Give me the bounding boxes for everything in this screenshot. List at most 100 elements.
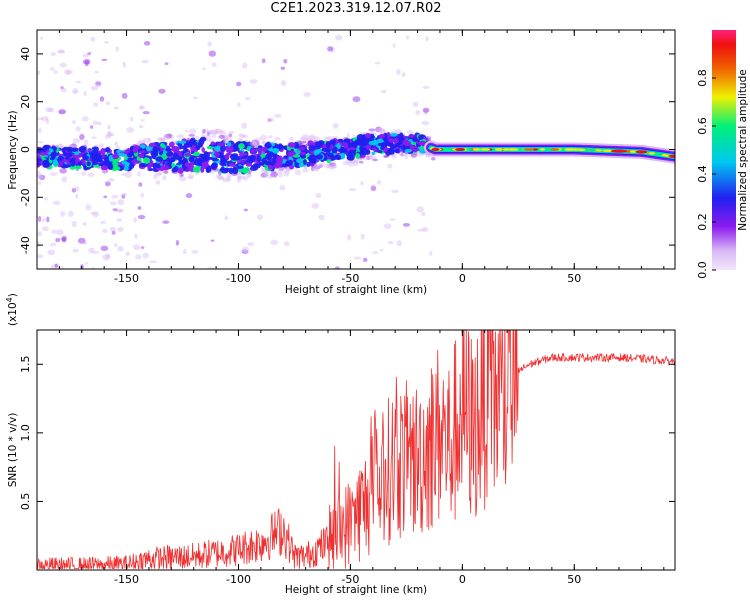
heat-cell (140, 246, 145, 249)
heat-cell (188, 134, 196, 137)
spectrogram-xlabel: Height of straight line (km) (285, 284, 427, 296)
heat-cell (77, 237, 86, 244)
heat-cell (208, 50, 217, 57)
heat-cell (167, 160, 173, 167)
heat-cell (228, 133, 233, 138)
heat-cell (99, 96, 105, 102)
heat-cell (155, 170, 162, 177)
heat-cell (202, 67, 206, 71)
heat-cell (142, 111, 150, 115)
heat-cell (38, 127, 42, 134)
heat-cell (159, 137, 166, 142)
heat-cell (95, 83, 102, 88)
heat-cell (280, 79, 287, 87)
spectrogram-ytick-label: -20 (19, 188, 32, 206)
heat-cell (101, 58, 108, 62)
heat-cell (211, 130, 219, 135)
heat-cell (298, 146, 306, 151)
heat-cell (84, 60, 90, 67)
heat-cell (59, 62, 67, 68)
heat-cell (160, 142, 165, 148)
heat-cell (255, 140, 261, 144)
heat-cell (201, 147, 205, 153)
heat-cell (75, 193, 79, 199)
heat-cell (171, 167, 176, 173)
heat-cell (210, 239, 215, 242)
colorbar-tick-label: 0.6 (696, 117, 709, 135)
heat-cell (125, 251, 131, 257)
heat-cell (368, 128, 376, 132)
heat-cell (59, 237, 63, 241)
heat-cell (376, 128, 385, 132)
heat-cell (372, 158, 379, 162)
heat-cell (349, 147, 357, 151)
heat-cell (364, 132, 371, 139)
heat-cell (172, 152, 179, 160)
snr-ticks: -150 -100 -50 0 50 0.5 1.0 1.5 (19, 330, 675, 586)
snr-frame (36, 329, 676, 571)
heat-cell (263, 171, 269, 178)
heat-band-spot (606, 149, 613, 152)
heat-cell (410, 152, 417, 158)
heat-cell (37, 254, 44, 259)
snr-ylabel: SNR (10 * v/v) (7, 413, 19, 488)
heat-cell (52, 242, 56, 247)
heat-cell (86, 161, 91, 167)
heat-cell (402, 222, 411, 227)
heat-cell (37, 70, 41, 75)
heat-cell (411, 149, 418, 153)
heat-cell (218, 129, 224, 134)
heat-cell (370, 185, 377, 192)
heat-cell (114, 141, 119, 147)
colorbar-ticks: 0.0 0.2 0.4 0.6 0.8 (696, 69, 716, 279)
heat-cell (82, 53, 90, 58)
heat-cell (81, 115, 89, 122)
heat-cell (318, 164, 324, 168)
heat-cell (294, 169, 302, 176)
heat-cell (37, 170, 42, 177)
heat-cell (265, 153, 272, 160)
heat-cell (45, 118, 50, 125)
heat-cell (375, 126, 382, 133)
heat-cell (137, 171, 141, 177)
heat-band-spot (471, 148, 482, 151)
heat-cell (223, 134, 229, 141)
heat-cell (65, 156, 70, 160)
heat-cell (155, 164, 161, 169)
heat-cell (366, 155, 371, 161)
heat-cell (193, 158, 200, 166)
heat-cell (215, 174, 223, 179)
heat-cell (287, 159, 293, 166)
heat-cell (50, 66, 55, 71)
heat-cell (237, 173, 242, 178)
heat-cell (191, 249, 199, 254)
heat-cell (88, 247, 95, 254)
heat-cell (111, 194, 119, 199)
heat-cell (243, 208, 248, 212)
heat-cell (379, 248, 384, 252)
heat-cell (302, 140, 307, 144)
heat-cell (116, 209, 124, 213)
heat-cell (396, 136, 405, 142)
heat-cell (383, 155, 389, 158)
heat-cell (37, 174, 43, 179)
heat-cell (123, 166, 129, 171)
heat-cell (74, 151, 80, 156)
heat-cell (138, 124, 144, 129)
heat-cell (250, 164, 259, 169)
heat-cell (103, 195, 108, 199)
heat-cell (42, 217, 46, 223)
snr-xtick-label: 0 (459, 573, 466, 586)
heat-cell (348, 188, 357, 192)
heat-cell (326, 158, 332, 164)
heat-cell (313, 165, 319, 171)
heat-cell (137, 206, 142, 210)
heat-cell (209, 129, 218, 135)
heat-cell (260, 134, 267, 141)
heat-cell (39, 151, 47, 156)
heat-cell (418, 134, 424, 140)
colorbar-gradient (712, 30, 736, 270)
heat-cell (121, 92, 128, 99)
heat-cell (111, 230, 116, 235)
heat-cell (109, 226, 117, 232)
